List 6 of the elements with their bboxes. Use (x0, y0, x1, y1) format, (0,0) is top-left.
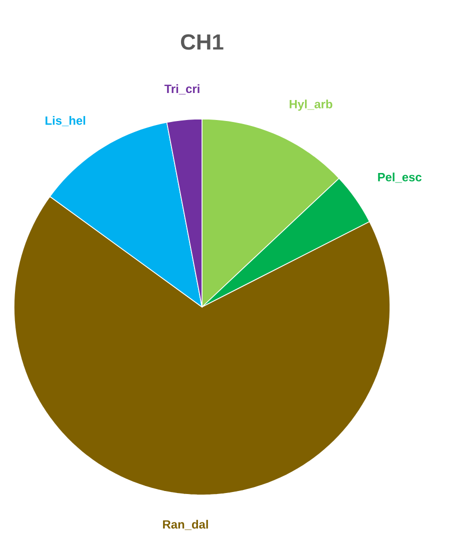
slice-label: Tri_cri (164, 84, 200, 94)
slice-label: Hyl_arb (290, 100, 332, 111)
slice-label: Pel_esc (378, 172, 422, 183)
slice-label: Lis_hel (46, 116, 86, 126)
chart-title: CH1 (180, 34, 224, 50)
slice-label: Ran_dal (163, 520, 208, 530)
